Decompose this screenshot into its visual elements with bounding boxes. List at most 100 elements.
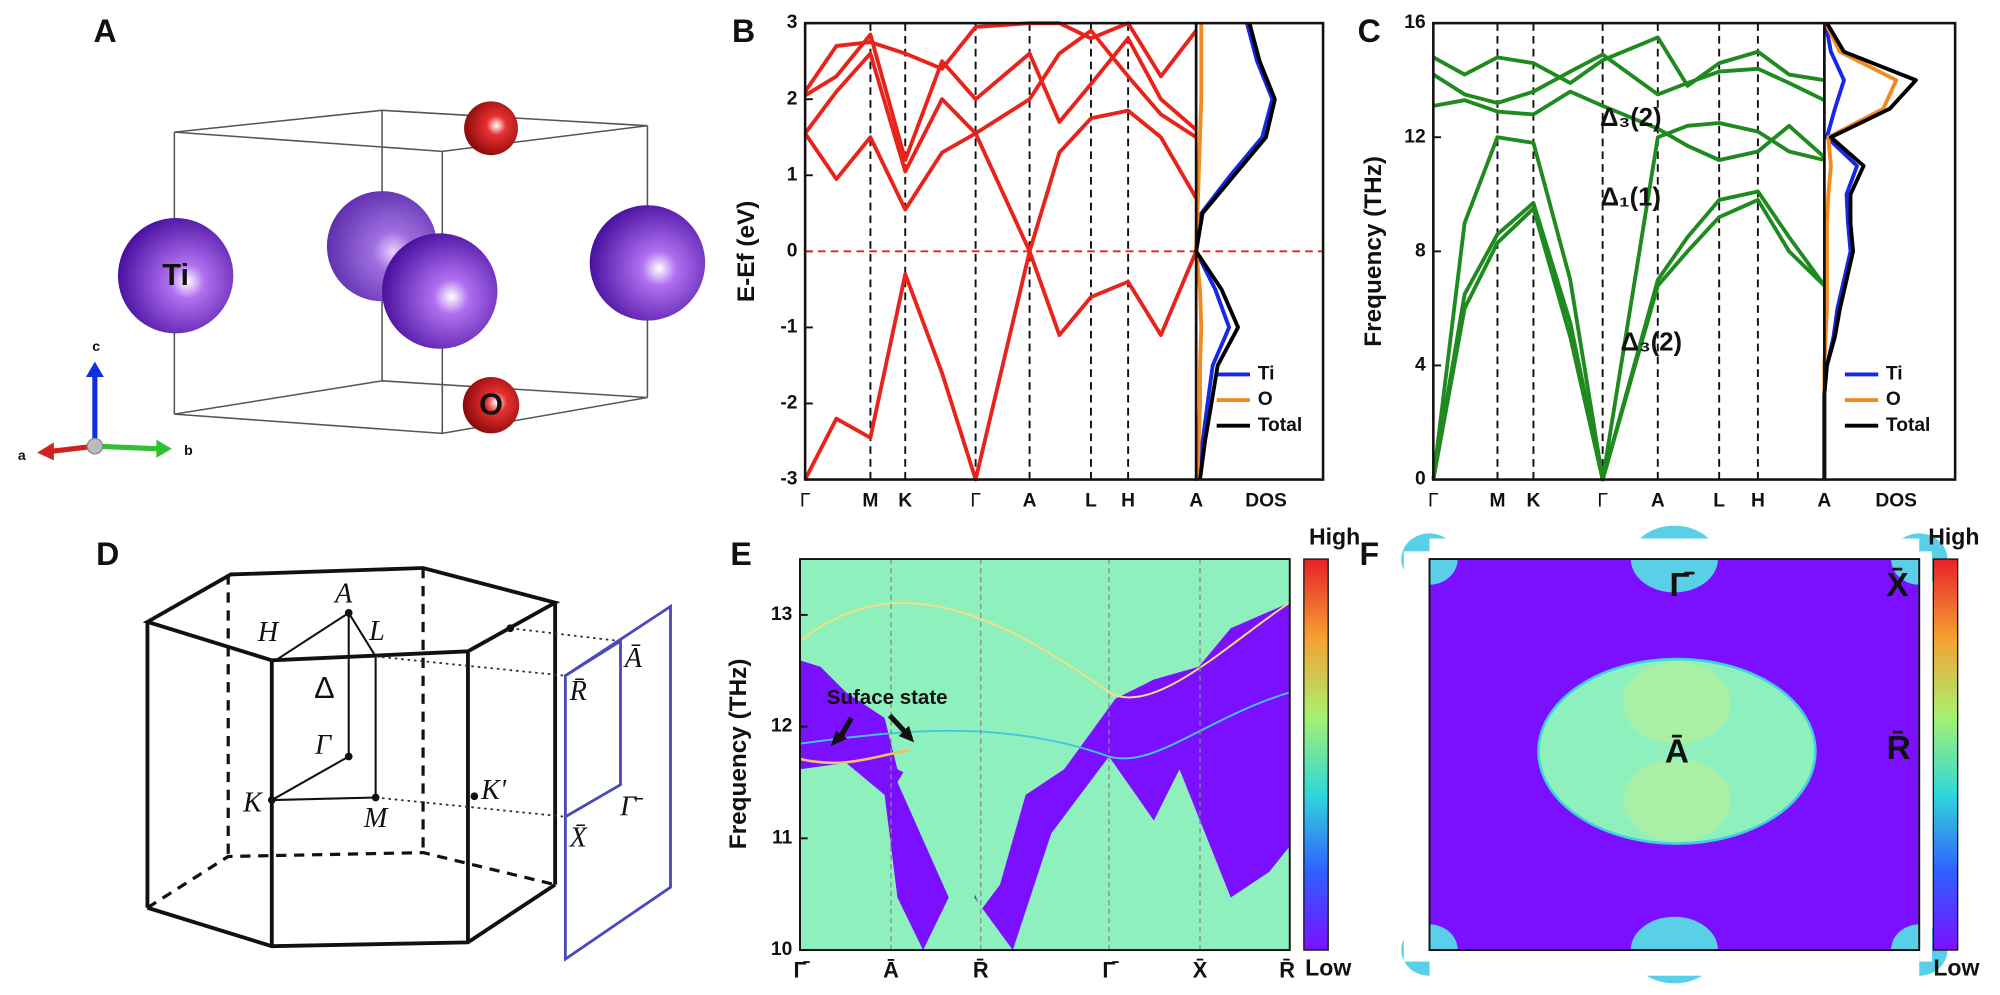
y-axis-label: Frequency (THz) (1360, 156, 1387, 347)
atom (464, 101, 518, 156)
x-tick-label: A (1023, 490, 1037, 511)
k-point: X̄ (1886, 567, 1908, 604)
axis-label: a (18, 447, 26, 463)
band (1432, 89, 1826, 162)
k-path (271, 611, 377, 802)
x-tick-label: K (898, 490, 912, 511)
atom-label: Ti (162, 257, 189, 292)
x-tick-label: Γ (800, 490, 811, 511)
axis-triad (37, 361, 172, 461)
x-tick-label: Γ (1597, 490, 1608, 511)
legend-label: Total (1258, 415, 1302, 436)
hidden-edges (146, 568, 556, 910)
dos-frame (1194, 21, 1325, 481)
band (803, 21, 1198, 93)
panel-letter: F (1359, 536, 1379, 572)
panel-e: E Suface state Γ̄ Ā R̄ Γ̄ X̄ R̄ (725, 524, 1360, 983)
legend-label: Total (1886, 415, 1930, 436)
annotation: Suface state (827, 686, 948, 709)
y-tick-label: 13 (771, 604, 792, 625)
atom (462, 376, 520, 434)
atom (589, 205, 706, 321)
x-tick-label: R̄ (973, 958, 989, 983)
k-point: M (363, 803, 389, 834)
atom (382, 233, 498, 349)
plot-frame (799, 558, 1291, 952)
x-tick-label: H (1121, 490, 1135, 511)
k-point: Ā (1665, 734, 1689, 771)
k-dot (344, 752, 353, 761)
k-point: A (333, 579, 353, 610)
k-dot (506, 624, 515, 633)
x-tick-label: H (1751, 490, 1765, 511)
x-tick-label: A (1189, 490, 1203, 511)
k-dot (344, 609, 353, 617)
x-tick-label: Ā (883, 958, 899, 983)
panel-letter: B (732, 13, 755, 49)
panel-letter: A (94, 13, 117, 49)
x-tick-label: Γ (970, 490, 981, 511)
colorbar-label: High (1309, 524, 1360, 550)
surface-state (799, 601, 1291, 765)
x-tick-label: A (1651, 490, 1665, 511)
annotation: Δ₃(2) (1620, 328, 1682, 356)
x-tick-label: Γ̄ (1102, 958, 1119, 983)
band (804, 32, 1198, 162)
k-point: Γ (314, 730, 332, 761)
panel-f: F Γ̄ X̄ Ā R̄ High Low (1359, 524, 1980, 984)
legend-label: O (1886, 389, 1901, 410)
x-tick-label: Γ (1428, 490, 1439, 511)
y-tick-label: 2 (787, 88, 798, 109)
colorbar (1303, 558, 1329, 951)
k-point: K (242, 788, 264, 819)
surface-plane (563, 603, 672, 962)
x-tick-label: L (1085, 490, 1097, 511)
annotation: Δ₁(1) (1601, 184, 1661, 212)
y-tick-label: 12 (771, 716, 792, 737)
legend-label: Ti (1886, 364, 1903, 385)
y-tick-label: -1 (780, 316, 797, 337)
y-tick-label: 12 (1404, 126, 1425, 147)
legend-label: Ti (1258, 364, 1275, 385)
x-axis-label: DOS (1245, 490, 1287, 511)
x-axis-label: DOS (1875, 490, 1917, 511)
band (803, 249, 1198, 482)
arrow-head (898, 725, 915, 743)
k-dot (470, 792, 479, 801)
atom (117, 218, 234, 334)
annotation: Δ₃(2) (1600, 104, 1662, 132)
y-tick-label: 8 (1415, 240, 1426, 261)
heatmap-pocket (1537, 657, 1817, 845)
k-point: H (257, 617, 280, 648)
band (803, 108, 1198, 254)
band (1432, 52, 1826, 105)
legend-label: O (1258, 389, 1273, 410)
k-point: Γ̄ (619, 792, 643, 823)
heatmap-continuum (800, 559, 1290, 951)
y-axis-label: E-Ef (eV) (733, 201, 760, 302)
colorbar (1932, 558, 1959, 951)
band (803, 28, 1198, 174)
k-point: K' (480, 775, 507, 806)
panel-a: A Ti O c b a (18, 13, 706, 463)
panel-letter: C (1358, 13, 1381, 49)
y-tick-label: -2 (780, 393, 797, 414)
k-point: Δ (314, 670, 335, 705)
dos-frame (1823, 21, 1957, 481)
k-point: R̄ (1887, 730, 1911, 767)
y-tick-label: 10 (771, 939, 792, 960)
x-tick-label: K (1526, 490, 1540, 511)
colorbar-label: High (1928, 524, 1979, 550)
y-tick-label: 3 (787, 12, 798, 33)
x-tick-label: M (862, 490, 878, 511)
k-point: L (368, 616, 385, 647)
heatmap-lobe (1623, 661, 1731, 842)
axis-label: b (184, 442, 193, 458)
k-point: X̄ (569, 822, 589, 853)
k-point: Ā (623, 643, 643, 674)
k-dot (267, 796, 276, 804)
colorbar-label: Low (1933, 954, 1979, 980)
arrow-head (830, 730, 848, 747)
band (1432, 35, 1825, 88)
